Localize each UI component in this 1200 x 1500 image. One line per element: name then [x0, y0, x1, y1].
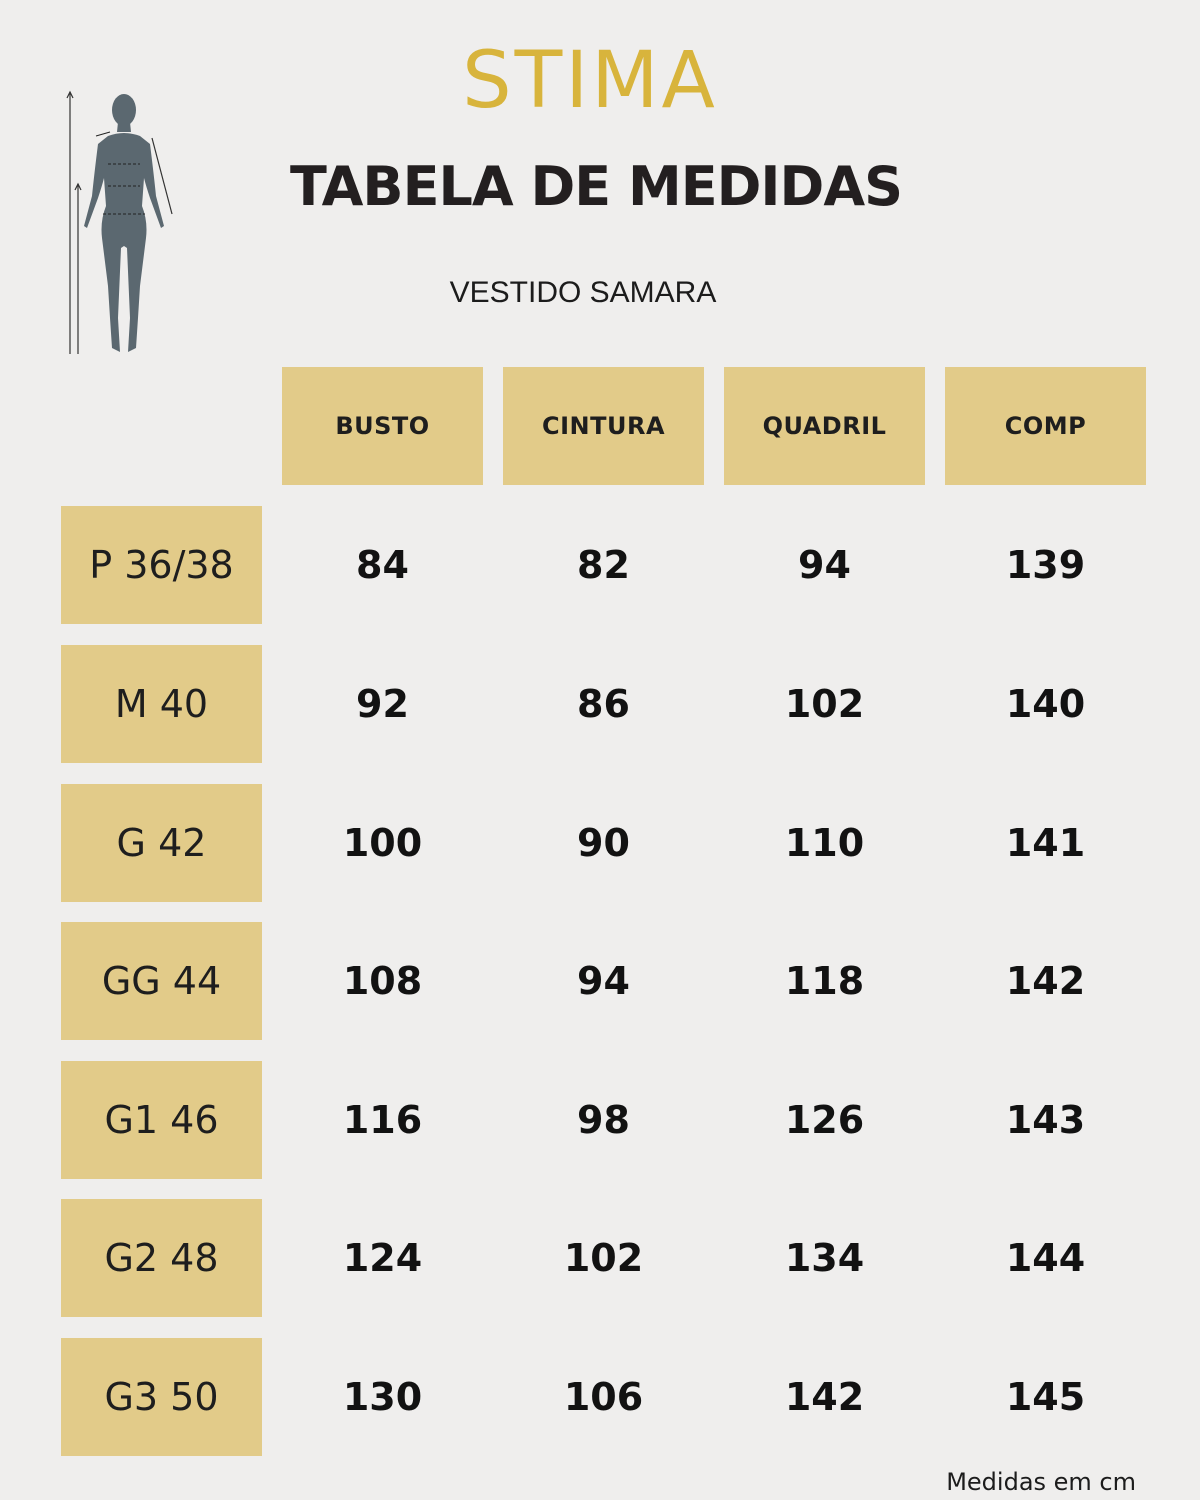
units-note: Medidas em cm: [946, 1468, 1136, 1496]
product-name: VESTIDO SAMARA: [449, 276, 717, 309]
measurement-value: 106: [563, 1375, 644, 1419]
measurement-value: 102: [563, 1236, 644, 1280]
measurement-value: 108: [342, 959, 423, 1003]
size-label: GG 44: [61, 922, 262, 1040]
measurement-value: 143: [1005, 1098, 1086, 1142]
measurement-value: 144: [1005, 1236, 1086, 1280]
size-label: G1 46: [61, 1061, 262, 1179]
measurement-value: 102: [784, 682, 865, 726]
brand-logo: STIMA: [462, 36, 718, 126]
column-header-busto: BUSTO: [282, 367, 483, 485]
measurement-value: 98: [577, 1098, 630, 1142]
column-header-comp: COMP: [945, 367, 1146, 485]
measurement-value: 139: [1005, 543, 1086, 587]
measurement-value: 90: [577, 821, 630, 865]
measurement-value: 86: [577, 682, 630, 726]
size-label: G3 50: [61, 1338, 262, 1456]
size-label: G 42: [61, 784, 262, 902]
measurement-value: 116: [342, 1098, 423, 1142]
measurement-value: 110: [784, 821, 865, 865]
measurement-value: 94: [798, 543, 851, 587]
size-label: G2 48: [61, 1199, 262, 1317]
measurement-value: 142: [784, 1375, 865, 1419]
body-measurement-icon: [66, 90, 173, 354]
column-header-cintura: CINTURA: [503, 367, 704, 485]
size-label: M 40: [61, 645, 262, 763]
measurement-value: 84: [356, 543, 409, 587]
measurement-value: 141: [1005, 821, 1086, 865]
column-header-quadril: QUADRIL: [724, 367, 925, 485]
measurement-value: 118: [784, 959, 865, 1003]
measurement-value: 140: [1005, 682, 1086, 726]
measurement-value: 100: [342, 821, 423, 865]
measurement-value: 142: [1005, 959, 1086, 1003]
measurement-value: 145: [1005, 1375, 1086, 1419]
measurement-value: 130: [342, 1375, 423, 1419]
measurement-value: 134: [784, 1236, 865, 1280]
size-label: P 36/38: [61, 506, 262, 624]
measurement-value: 82: [577, 543, 630, 587]
measurement-value: 94: [577, 959, 630, 1003]
measurement-value: 124: [342, 1236, 423, 1280]
page-title: TABELA DE MEDIDAS: [289, 155, 903, 218]
measurement-value: 92: [356, 682, 409, 726]
measurement-value: 126: [784, 1098, 865, 1142]
